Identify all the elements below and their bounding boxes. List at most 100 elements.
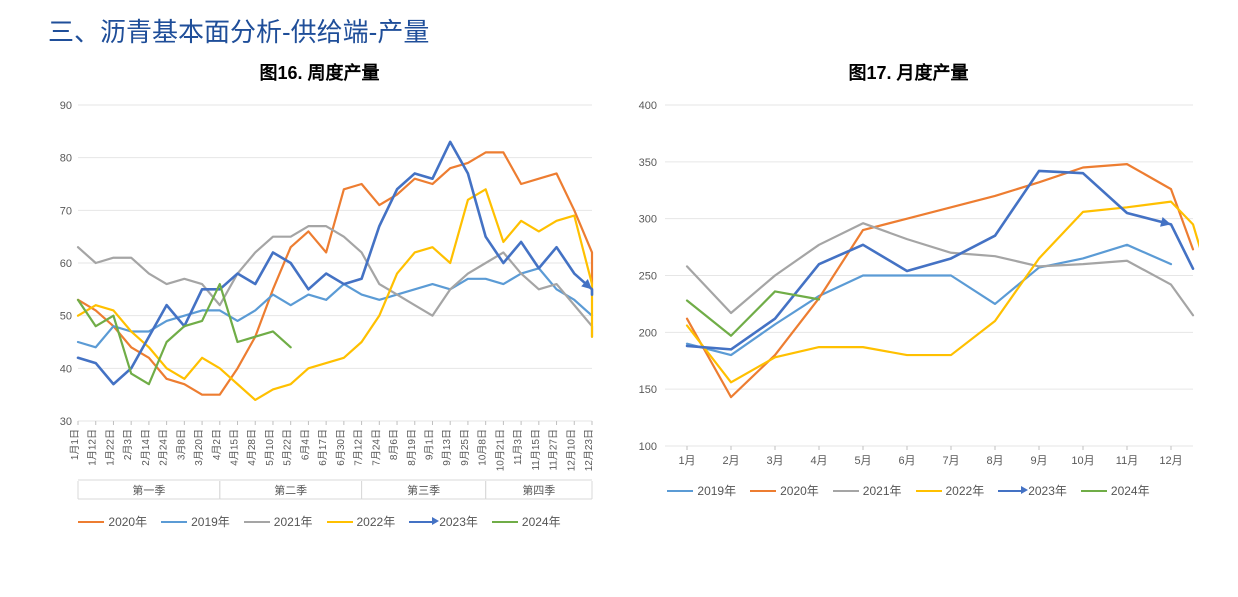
legend-item-y2021: 2021年 — [244, 513, 313, 530]
legend-label: 2024年 — [1111, 482, 1150, 499]
svg-text:50: 50 — [59, 311, 71, 323]
legend-item-y2022: 2022年 — [916, 482, 985, 499]
legend-label: 2019年 — [697, 482, 736, 499]
weekly-chart-block: 图16. 周度产量 30 40 50 60 70 80 90 1月1日 1月12日 1月22日 2月… — [40, 59, 600, 530]
svg-text:5月: 5月 — [854, 455, 871, 467]
svg-text:第二季: 第二季 — [274, 483, 307, 497]
legend-swatch — [667, 490, 693, 492]
legend-swatch — [916, 490, 942, 492]
svg-text:100: 100 — [638, 441, 656, 453]
svg-text:350: 350 — [638, 157, 656, 169]
svg-text:10月8日: 10月8日 — [476, 429, 488, 466]
page-title: 三、沥青基本面分析-供给端-产量 — [0, 0, 1238, 59]
legend-label: 2023年 — [439, 513, 478, 530]
svg-text:2月3日: 2月3日 — [122, 429, 134, 460]
svg-text:90: 90 — [59, 100, 71, 112]
legend-label: 2021年 — [863, 482, 902, 499]
svg-text:60: 60 — [59, 258, 71, 270]
svg-text:7月12日: 7月12日 — [352, 429, 364, 466]
legend-item-y2019: 2019年 — [667, 482, 736, 499]
svg-text:4月: 4月 — [810, 455, 827, 467]
weekly-chart-legend: 2020年 2019年 2021年 2022年 2023年 2024年 — [78, 513, 560, 530]
svg-text:70: 70 — [59, 205, 71, 217]
legend-label: 2020年 — [108, 513, 147, 530]
svg-text:30: 30 — [59, 416, 71, 428]
svg-text:40: 40 — [59, 363, 71, 375]
svg-text:250: 250 — [638, 271, 656, 283]
svg-text:11月27日: 11月27日 — [547, 429, 559, 471]
svg-text:4月15日: 4月15日 — [228, 429, 240, 466]
svg-text:1月: 1月 — [678, 455, 695, 467]
legend-item-y2024: 2024年 — [1081, 482, 1150, 499]
svg-text:5月22日: 5月22日 — [281, 429, 293, 466]
svg-text:11月15日: 11月15日 — [529, 429, 541, 471]
svg-text:9月25日: 9月25日 — [458, 429, 470, 466]
legend-swatch — [409, 521, 435, 523]
svg-text:第三季: 第三季 — [407, 483, 440, 497]
charts-row: 图16. 周度产量 30 40 50 60 70 80 90 1月1日 1月12日 1月22日 2月… — [0, 59, 1238, 530]
svg-text:9月13日: 9月13日 — [441, 429, 453, 466]
svg-text:150: 150 — [638, 384, 656, 396]
svg-text:3月: 3月 — [766, 455, 783, 467]
svg-text:200: 200 — [638, 327, 656, 339]
weekly-chart-svg: 30 40 50 60 70 80 90 1月1日 1月12日 1月22日 2月3日 2月14日 2月2… — [40, 91, 600, 507]
monthly-chart-title: 图17. 月度产量 — [848, 59, 968, 85]
svg-text:2月24日: 2月24日 — [157, 429, 169, 466]
legend-item-y2023: 2023年 — [409, 513, 478, 530]
legend-label: 2021年 — [274, 513, 313, 530]
legend-label: 2022年 — [357, 513, 396, 530]
svg-text:6月30日: 6月30日 — [334, 429, 346, 466]
legend-label: 2020年 — [780, 482, 819, 499]
svg-text:10月: 10月 — [1071, 455, 1094, 467]
svg-text:12月10日: 12月10日 — [565, 429, 577, 471]
svg-text:第一季: 第一季 — [132, 483, 165, 497]
svg-text:2月14日: 2月14日 — [139, 429, 151, 466]
svg-text:6月4日: 6月4日 — [299, 429, 311, 460]
svg-text:300: 300 — [638, 214, 656, 226]
legend-item-y2024: 2024年 — [492, 513, 561, 530]
legend-swatch — [833, 490, 859, 492]
legend-swatch — [750, 490, 776, 492]
svg-text:5月10日: 5月10日 — [263, 429, 275, 466]
svg-text:3月20日: 3月20日 — [193, 429, 205, 466]
weekly-chart-title: 图16. 周度产量 — [259, 59, 379, 85]
legend-swatch — [244, 521, 270, 523]
monthly-chart-block: 图17. 月度产量 100 150 200 250 300 350 400 1月 2月 3月 4月 5… — [619, 59, 1199, 530]
svg-text:2月: 2月 — [722, 455, 739, 467]
legend-swatch — [161, 521, 187, 523]
svg-text:9月: 9月 — [1030, 455, 1047, 467]
svg-text:12月23日: 12月23日 — [583, 429, 595, 471]
legend-item-y2023: 2023年 — [998, 482, 1067, 499]
svg-text:8月: 8月 — [986, 455, 1003, 467]
legend-swatch — [327, 521, 353, 523]
legend-label: 2024年 — [522, 513, 561, 530]
svg-text:8月6日: 8月6日 — [388, 429, 400, 460]
svg-text:9月1日: 9月1日 — [423, 429, 435, 460]
svg-text:1月12日: 1月12日 — [86, 429, 98, 466]
svg-text:1月22日: 1月22日 — [104, 429, 116, 466]
svg-text:1月1日: 1月1日 — [69, 429, 81, 460]
legend-swatch — [998, 490, 1024, 492]
svg-text:8月19日: 8月19日 — [405, 429, 417, 466]
svg-text:11月: 11月 — [1115, 455, 1137, 467]
svg-text:80: 80 — [59, 153, 71, 165]
legend-swatch — [78, 521, 104, 523]
legend-item-y2019: 2019年 — [161, 513, 230, 530]
legend-label: 2023年 — [1028, 482, 1067, 499]
svg-text:7月24日: 7月24日 — [370, 429, 382, 466]
svg-text:12月: 12月 — [1159, 455, 1182, 467]
svg-text:第四季: 第四季 — [522, 483, 555, 497]
legend-swatch — [492, 521, 518, 523]
monthly-chart-legend: 2019年 2020年 2021年 2022年 2023年 2024年 — [667, 482, 1149, 499]
legend-swatch — [1081, 490, 1107, 492]
svg-text:7月: 7月 — [942, 455, 959, 467]
legend-label: 2019年 — [191, 513, 230, 530]
legend-item-y2022: 2022年 — [327, 513, 396, 530]
svg-text:4月28日: 4月28日 — [246, 429, 258, 466]
svg-text:11月3日: 11月3日 — [512, 429, 524, 465]
svg-text:400: 400 — [638, 100, 656, 112]
svg-text:6月17日: 6月17日 — [317, 429, 329, 466]
svg-text:10月21日: 10月21日 — [494, 429, 506, 471]
svg-text:3月8日: 3月8日 — [175, 429, 187, 460]
legend-label: 2022年 — [946, 482, 985, 499]
